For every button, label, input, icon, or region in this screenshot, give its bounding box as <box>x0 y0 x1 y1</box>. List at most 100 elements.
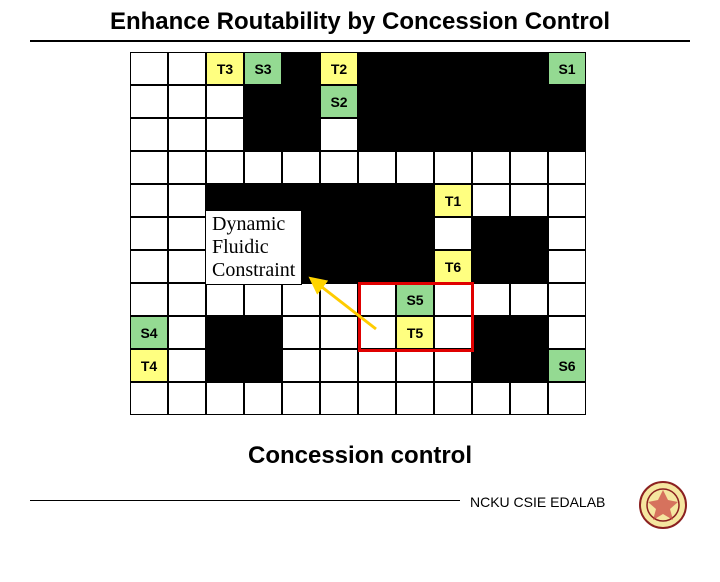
grid-cell <box>434 85 472 118</box>
grid-cell <box>472 349 510 382</box>
grid-cell <box>510 250 548 283</box>
ncku-logo <box>638 480 688 530</box>
footer-text: NCKU CSIE EDALAB <box>470 494 605 510</box>
grid-cell <box>472 316 510 349</box>
grid-cell <box>130 85 168 118</box>
grid-cell <box>510 217 548 250</box>
grid-cell <box>282 283 320 316</box>
grid-cell <box>320 283 358 316</box>
grid-cell <box>358 250 396 283</box>
grid-cell: S3 <box>244 52 282 85</box>
grid-cell <box>434 316 472 349</box>
grid-cell <box>548 250 586 283</box>
grid-cell <box>130 184 168 217</box>
grid-cell: T3 <box>206 52 244 85</box>
grid: T3S3T2S1S2T1T6S5S4T5T4S6 <box>130 52 586 415</box>
page-title: Enhance Routability by Concession Contro… <box>0 0 720 36</box>
grid-cell <box>320 316 358 349</box>
grid-cell <box>434 217 472 250</box>
grid-cell <box>434 118 472 151</box>
grid-cell <box>320 217 358 250</box>
grid-cell <box>358 349 396 382</box>
grid-cell <box>130 217 168 250</box>
grid-cell <box>130 118 168 151</box>
grid-cell <box>510 184 548 217</box>
grid-cell <box>168 52 206 85</box>
grid-cell <box>472 250 510 283</box>
grid-cell <box>320 184 358 217</box>
grid-cell <box>320 382 358 415</box>
grid-cell <box>358 85 396 118</box>
grid-cell: S1 <box>548 52 586 85</box>
grid-cell <box>358 217 396 250</box>
grid-cell <box>510 118 548 151</box>
grid-cell <box>282 85 320 118</box>
grid-cell <box>396 217 434 250</box>
grid-cell <box>510 382 548 415</box>
grid-cell <box>358 316 396 349</box>
grid-cell <box>472 118 510 151</box>
grid-cell <box>358 118 396 151</box>
grid-cell <box>244 382 282 415</box>
grid-cell <box>168 316 206 349</box>
grid-cell <box>168 217 206 250</box>
subtitle: Concession control <box>0 442 720 470</box>
grid-cell <box>548 217 586 250</box>
grid-cell <box>396 85 434 118</box>
grid-cell <box>396 349 434 382</box>
grid-cell <box>434 52 472 85</box>
grid-cell: S5 <box>396 283 434 316</box>
grid-cell <box>130 151 168 184</box>
grid-cell <box>434 382 472 415</box>
grid-cell <box>130 250 168 283</box>
grid-cell <box>130 52 168 85</box>
grid-cell <box>510 316 548 349</box>
grid-cell <box>282 382 320 415</box>
grid-cell <box>320 349 358 382</box>
grid-cell <box>472 217 510 250</box>
grid-cell <box>548 85 586 118</box>
grid-cell <box>168 118 206 151</box>
grid-cell <box>396 184 434 217</box>
grid-cell <box>206 316 244 349</box>
grid-cell <box>396 151 434 184</box>
grid-cell <box>548 151 586 184</box>
grid-cell <box>510 283 548 316</box>
grid-cell <box>358 283 396 316</box>
grid-cell <box>244 349 282 382</box>
grid-cell <box>206 118 244 151</box>
grid-cell <box>168 382 206 415</box>
grid-cell <box>244 118 282 151</box>
grid-cell <box>358 382 396 415</box>
grid-cell <box>282 118 320 151</box>
grid-cell <box>472 382 510 415</box>
grid-cell: T4 <box>130 349 168 382</box>
grid-cell <box>472 52 510 85</box>
grid-cell <box>434 349 472 382</box>
grid-cell <box>510 52 548 85</box>
grid-cell <box>244 283 282 316</box>
grid-cell <box>244 85 282 118</box>
grid-cell <box>548 283 586 316</box>
footer-line <box>30 500 460 501</box>
grid-cell <box>130 382 168 415</box>
grid-cell <box>206 151 244 184</box>
grid-cell: T2 <box>320 52 358 85</box>
grid-cell <box>548 382 586 415</box>
grid-cell <box>282 52 320 85</box>
grid-cell <box>206 349 244 382</box>
grid-cell <box>168 184 206 217</box>
grid-cell <box>548 316 586 349</box>
grid-cell <box>320 118 358 151</box>
grid-cell <box>168 250 206 283</box>
grid-cell <box>244 151 282 184</box>
grid-cell <box>206 283 244 316</box>
grid-cell <box>396 382 434 415</box>
grid-cell: T6 <box>434 250 472 283</box>
grid-cell: S4 <box>130 316 168 349</box>
grid-cell <box>472 151 510 184</box>
grid-cell <box>282 349 320 382</box>
grid-cell <box>396 250 434 283</box>
grid-cell <box>548 184 586 217</box>
grid-cell <box>358 151 396 184</box>
